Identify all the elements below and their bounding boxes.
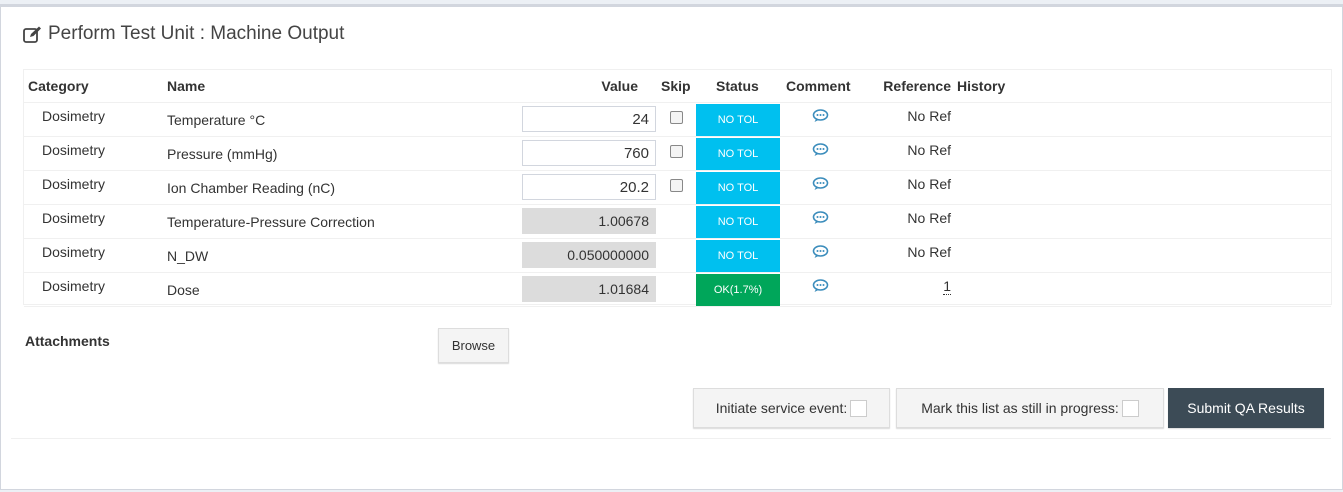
category: Dosimetry [42, 142, 106, 158]
skip-checkbox[interactable] [670, 145, 683, 158]
status-badge: NO TOL [696, 104, 780, 136]
status-badge: OK(1.7%) [696, 274, 780, 306]
in-progress-label: Mark this list as still in progress: [921, 400, 1119, 416]
column-header: Category [28, 78, 89, 94]
service-event-toggle[interactable]: Initiate service event: [693, 388, 890, 428]
comment-icon [812, 177, 829, 190]
checkbox[interactable] [1121, 399, 1139, 417]
value-field: 1.01684 [522, 276, 656, 302]
value-field[interactable]: 760 [522, 140, 656, 166]
category: Dosimetry [42, 210, 106, 226]
status-badge: NO TOL [696, 206, 780, 238]
category: Dosimetry [42, 244, 106, 260]
column-header: Reference [883, 78, 951, 94]
name: Ion Chamber Reading (nC) [167, 180, 336, 196]
edit-icon [23, 26, 41, 43]
value-field[interactable]: 24 [522, 106, 656, 132]
submit-button[interactable]: Submit QA Results [1168, 388, 1324, 428]
comment-icon [812, 279, 829, 292]
row-divider [24, 136, 1331, 137]
reference: No Ref [907, 210, 951, 226]
title-bar: Perform Test Unit : Machine Output [23, 23, 344, 45]
name: Pressure (mmHg) [167, 146, 278, 162]
column-header: Skip [661, 78, 691, 94]
category: Dosimetry [42, 278, 106, 294]
page-title: Perform Test Unit : Machine Output [48, 23, 345, 44]
value-field[interactable]: 20.2 [522, 174, 656, 200]
checkbox[interactable] [850, 399, 868, 417]
comment-button[interactable] [812, 211, 829, 228]
name: N_DW [167, 248, 209, 264]
attachments-label: Attachments [25, 333, 110, 349]
comment-icon [812, 109, 829, 122]
column-header: Status [716, 78, 759, 94]
comment-icon [812, 143, 829, 156]
divider [11, 438, 1331, 439]
comment-icon [812, 245, 829, 258]
comment-button[interactable] [812, 245, 829, 262]
test-table: Category Name Value Skip Status Comment Refere… [23, 69, 1332, 307]
skip-checkbox[interactable] [670, 111, 683, 124]
name: Temperature °C [167, 112, 266, 128]
category: Dosimetry [42, 108, 106, 124]
column-header: Value [601, 78, 638, 94]
reference: No Ref [907, 176, 951, 192]
panel: Perform Test Unit : Machine Output Categ… [0, 4, 1343, 490]
column-header: History [957, 78, 1006, 94]
row-divider [24, 204, 1331, 205]
row-divider [24, 102, 1331, 103]
column-header: Name [167, 78, 206, 94]
comment-button[interactable] [812, 279, 829, 296]
row-divider [24, 170, 1331, 171]
in-progress-toggle[interactable]: Mark this list as still in progress: [896, 388, 1164, 428]
name: Temperature-Pressure Correction [167, 214, 375, 230]
status-badge: NO TOL [696, 172, 780, 204]
comment-button[interactable] [812, 143, 829, 160]
service-event-label: Initiate service event: [715, 400, 848, 416]
browse-button[interactable]: Browse [438, 328, 509, 363]
reference: No Ref [907, 108, 951, 124]
row-divider [24, 238, 1331, 239]
row-divider [24, 306, 1331, 307]
status-badge: NO TOL [696, 138, 780, 170]
reference: No Ref [907, 244, 951, 260]
comment-icon [812, 211, 829, 224]
row-divider [24, 272, 1331, 273]
column-header: Comment [786, 78, 851, 94]
name: Dose [167, 282, 200, 298]
reference[interactable]: 1 [943, 278, 951, 295]
skip-checkbox[interactable] [670, 179, 683, 192]
comment-button[interactable] [812, 177, 829, 194]
value-field: 0.050000000 [522, 242, 656, 268]
reference: No Ref [907, 142, 951, 158]
category: Dosimetry [42, 176, 106, 192]
status-badge: NO TOL [696, 240, 780, 272]
comment-button[interactable] [812, 109, 829, 126]
value-field: 1.00678 [522, 208, 656, 234]
